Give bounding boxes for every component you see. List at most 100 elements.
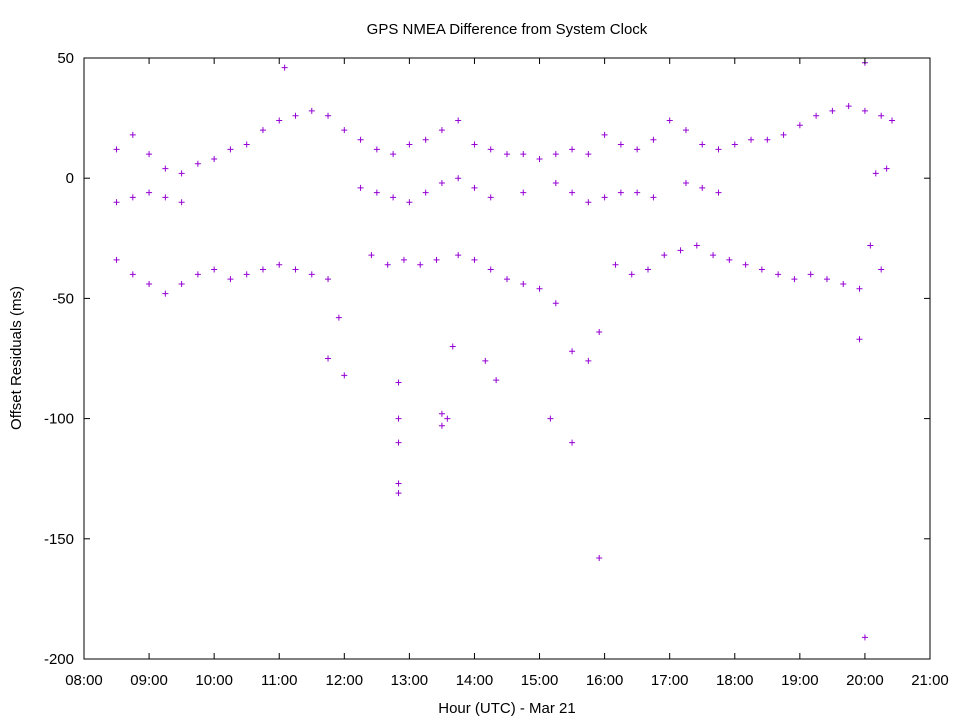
data-point — [504, 151, 510, 158]
data-point — [406, 141, 413, 148]
data-point — [710, 252, 717, 259]
plot-frame — [83, 57, 931, 660]
data-point — [682, 180, 689, 187]
data-point — [162, 290, 169, 297]
data-point — [162, 165, 169, 172]
data-point — [617, 189, 624, 196]
data-point — [325, 276, 332, 283]
data-point — [129, 131, 136, 138]
data-point — [243, 271, 250, 278]
y-axis: 50 0 -50 -100 -150 -200 — [44, 50, 930, 668]
data-point — [194, 160, 201, 167]
data-point — [482, 357, 489, 364]
x-tick-label: 14:00 — [456, 672, 494, 689]
data-point — [536, 155, 543, 162]
x-tick-label: 11:00 — [261, 672, 297, 689]
data-point — [341, 372, 348, 379]
data-point — [552, 300, 559, 307]
data-point — [569, 189, 576, 196]
data-point — [758, 266, 765, 273]
data-point — [715, 146, 722, 153]
data-point — [146, 151, 153, 158]
data-point — [547, 415, 554, 422]
x-tick-label: 12:00 — [326, 672, 364, 689]
data-point — [357, 136, 364, 143]
data-point — [406, 199, 413, 206]
data-point — [227, 146, 234, 153]
data-point — [487, 146, 494, 153]
data-point — [292, 266, 299, 273]
data-point — [813, 112, 820, 119]
data-point — [341, 127, 348, 134]
data-point — [276, 261, 283, 268]
data-point — [211, 155, 218, 162]
data-point — [438, 410, 445, 417]
data-point — [493, 377, 500, 384]
data-point — [596, 329, 603, 336]
x-tick-label: 10:00 — [195, 672, 233, 689]
data-point — [845, 103, 852, 110]
data-point — [243, 141, 250, 148]
data-point — [693, 242, 700, 249]
data-point — [840, 280, 847, 287]
data-point — [715, 189, 722, 196]
data-point — [617, 141, 624, 148]
data-point — [612, 261, 619, 268]
data-point — [390, 194, 397, 201]
data-point — [455, 175, 462, 182]
data-point — [444, 415, 451, 422]
data-point — [878, 266, 885, 273]
data-point — [162, 194, 169, 201]
data-point — [520, 280, 527, 287]
data-point — [455, 252, 462, 259]
data-point — [438, 422, 445, 429]
plot-area — [113, 59, 896, 641]
data-point — [422, 189, 429, 196]
data-point — [645, 266, 651, 273]
data-point — [455, 117, 462, 124]
data-point — [829, 107, 836, 114]
data-point — [861, 107, 868, 114]
data-point — [628, 271, 635, 278]
x-tick-label: 16:00 — [586, 672, 624, 689]
data-point — [596, 555, 603, 562]
data-point — [395, 480, 402, 487]
data-point — [129, 194, 136, 201]
y-tick-label: -150 — [44, 531, 74, 548]
data-point — [585, 199, 592, 206]
data-point — [677, 247, 684, 254]
y-tick-label: -200 — [44, 651, 74, 668]
data-point — [872, 170, 879, 177]
data-point — [520, 151, 527, 158]
data-point — [742, 261, 749, 268]
data-point — [634, 146, 641, 153]
data-point — [227, 276, 234, 283]
data-point — [471, 184, 478, 191]
y-tick-label: -100 — [44, 411, 74, 428]
data-point — [113, 146, 120, 153]
data-point — [194, 271, 201, 278]
data-point — [487, 266, 494, 273]
data-point — [308, 271, 315, 278]
data-point — [775, 271, 782, 278]
data-point — [726, 256, 733, 263]
data-point — [395, 490, 402, 497]
data-point — [373, 189, 380, 196]
data-point — [699, 141, 706, 148]
data-point — [471, 256, 478, 263]
data-point — [856, 336, 863, 343]
data-point — [796, 122, 803, 129]
data-point — [731, 141, 738, 148]
data-point — [113, 256, 120, 263]
data-point — [390, 151, 397, 158]
data-point — [292, 112, 299, 119]
data-point — [552, 151, 559, 158]
x-tick-label: 15:00 — [521, 672, 559, 689]
data-point — [650, 194, 657, 201]
data-point — [650, 136, 657, 143]
x-axis-label: Hour (UTC) - Mar 21 — [438, 700, 576, 717]
y-tick-label: -50 — [52, 290, 74, 307]
data-point — [569, 348, 576, 355]
data-point — [682, 127, 689, 134]
